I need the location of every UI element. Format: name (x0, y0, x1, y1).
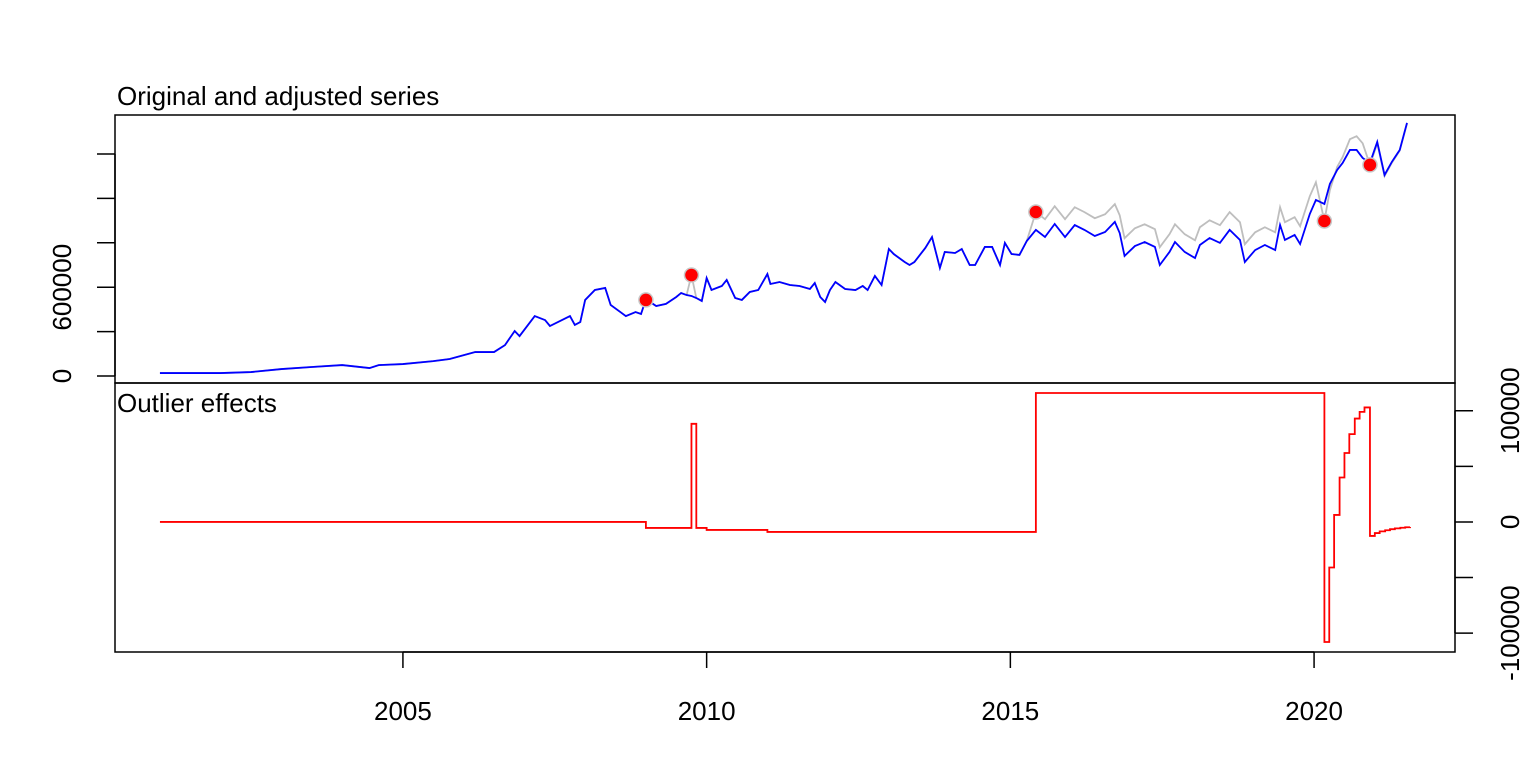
y-tick-label: 0 (47, 369, 77, 383)
panel-frame (114, 114, 1456, 384)
y-tick-label: -100000 (1495, 585, 1525, 680)
y-tick-label: 100000 (1495, 367, 1525, 454)
effect-line (159, 392, 1411, 643)
panel-title: Outlier effects (117, 388, 277, 418)
outlier-point (638, 292, 654, 308)
x-tick-label: 2020 (1285, 696, 1343, 726)
x-tick-label: 2010 (678, 696, 736, 726)
series-line (159, 123, 1408, 374)
x-tick-label: 2015 (981, 696, 1039, 726)
panel-frame (114, 382, 1456, 653)
outlier-point (683, 267, 700, 283)
outlier-point (1316, 213, 1333, 229)
outlier-point (1362, 157, 1378, 173)
y-tick-label: 600000 (47, 244, 77, 331)
y-tick-label: 0 (1495, 515, 1525, 529)
outlier-point (1028, 204, 1044, 220)
panel-title: Original and adjusted series (117, 81, 439, 111)
series-line (159, 122, 1408, 374)
x-tick-label: 2005 (374, 696, 432, 726)
